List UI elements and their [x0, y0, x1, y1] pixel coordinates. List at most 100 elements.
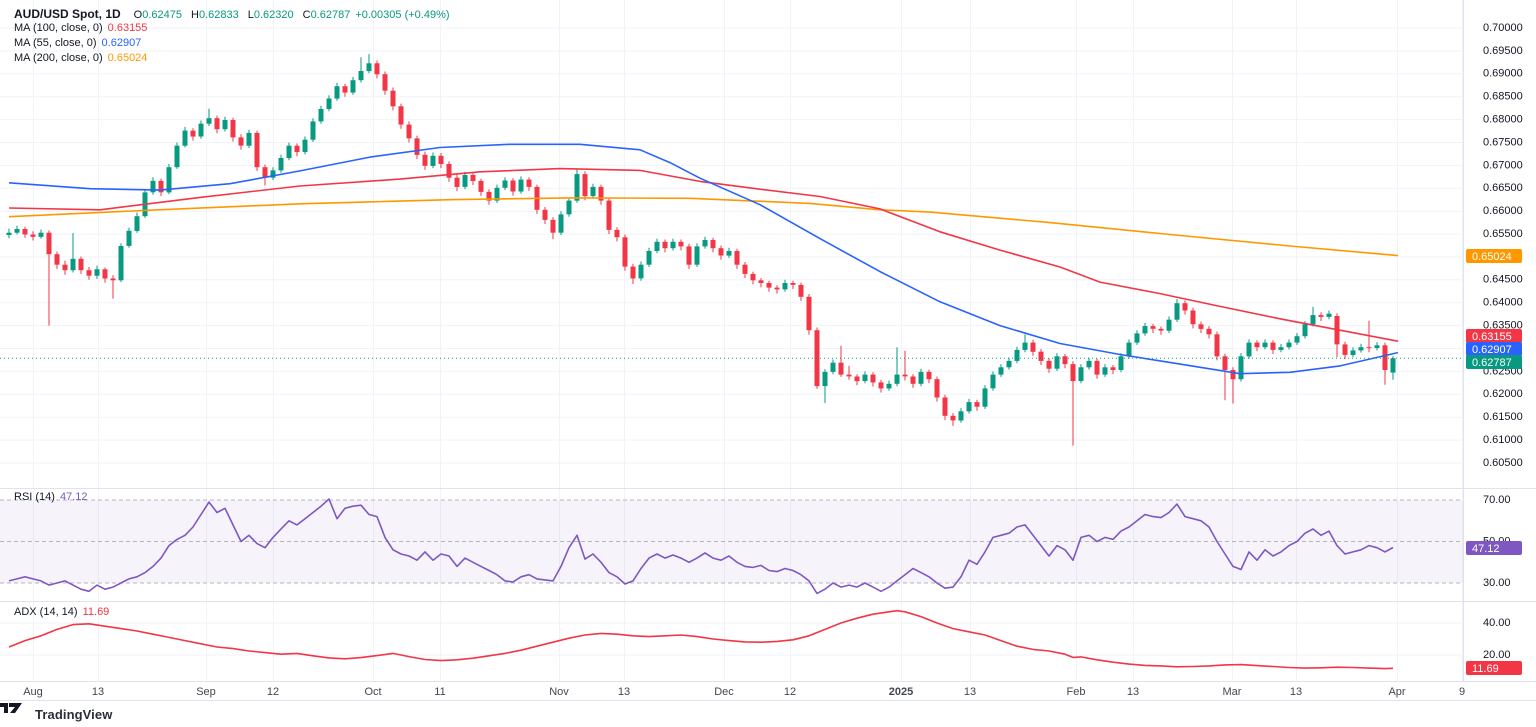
candle[interactable] [1270, 340, 1276, 354]
candle[interactable] [1078, 364, 1084, 384]
candle[interactable] [454, 174, 460, 192]
candle[interactable] [870, 372, 876, 387]
candle[interactable] [694, 243, 700, 267]
candle[interactable] [158, 178, 164, 196]
candle[interactable] [374, 60, 380, 79]
candle[interactable] [1286, 339, 1292, 350]
candle[interactable] [78, 256, 84, 274]
candle[interactable] [1094, 358, 1100, 379]
candle[interactable] [150, 177, 156, 195]
candle[interactable] [942, 394, 948, 420]
candle[interactable] [1070, 361, 1076, 446]
candle[interactable] [1118, 353, 1124, 373]
candle[interactable] [878, 379, 884, 393]
candle[interactable] [358, 57, 364, 83]
candle[interactable] [486, 189, 492, 205]
candle[interactable] [630, 263, 636, 284]
candle[interactable] [1358, 343, 1364, 353]
candle[interactable] [318, 105, 324, 124]
candle[interactable] [662, 239, 668, 253]
candle[interactable] [1086, 357, 1092, 370]
candle[interactable] [214, 115, 220, 134]
candle[interactable] [1382, 342, 1388, 385]
candle[interactable] [62, 260, 68, 275]
candle[interactable] [886, 380, 892, 391]
candle[interactable] [302, 136, 308, 155]
candle[interactable] [46, 230, 52, 326]
candle[interactable] [54, 251, 60, 269]
candle[interactable] [710, 237, 716, 253]
candle[interactable] [1294, 333, 1300, 345]
candle[interactable] [774, 285, 780, 294]
candle[interactable] [390, 87, 396, 111]
candle[interactable] [542, 207, 548, 224]
candle[interactable] [270, 167, 276, 180]
candle[interactable] [470, 172, 476, 186]
candle[interactable] [294, 143, 300, 157]
candle[interactable] [638, 261, 644, 281]
candle[interactable] [478, 178, 484, 196]
candle[interactable] [1030, 339, 1036, 356]
candle[interactable] [30, 231, 36, 241]
candle[interactable] [334, 82, 340, 101]
candle[interactable] [262, 164, 268, 186]
tradingview-brand-text[interactable]: TradingView [35, 706, 113, 722]
candle[interactable] [190, 128, 196, 141]
candle[interactable] [614, 227, 620, 242]
candle[interactable] [1038, 349, 1044, 365]
candle[interactable] [406, 121, 412, 143]
candle[interactable] [414, 135, 420, 159]
candle[interactable] [558, 211, 564, 235]
candle[interactable] [6, 228, 12, 239]
candle[interactable] [526, 177, 532, 191]
candle[interactable] [1110, 365, 1116, 375]
candle[interactable] [182, 126, 188, 148]
candle[interactable] [718, 245, 724, 260]
candle[interactable] [126, 227, 132, 248]
ma-100-line[interactable] [8, 167, 1399, 342]
candle[interactable] [422, 151, 428, 170]
candle[interactable] [366, 54, 372, 74]
candle[interactable] [550, 217, 556, 240]
candle[interactable] [1246, 339, 1252, 359]
candle[interactable] [1374, 342, 1380, 351]
candlestick-layer[interactable] [6, 54, 1396, 446]
candle[interactable] [958, 408, 964, 423]
candle[interactable] [1198, 321, 1204, 334]
candle[interactable] [510, 178, 516, 196]
candle[interactable] [1150, 323, 1156, 333]
candle[interactable] [990, 371, 996, 391]
ma-200-line[interactable] [8, 197, 1399, 257]
candle[interactable] [998, 364, 1004, 377]
candle[interactable] [606, 197, 612, 235]
candle[interactable] [1134, 330, 1140, 345]
candle[interactable] [1342, 341, 1348, 360]
candle[interactable] [950, 413, 956, 426]
candle[interactable] [222, 116, 228, 132]
candle[interactable] [678, 239, 684, 251]
candle[interactable] [1214, 331, 1220, 361]
ma-55-line[interactable] [8, 143, 1399, 375]
candle[interactable] [446, 161, 452, 182]
candle[interactable] [670, 238, 676, 251]
candle[interactable] [854, 374, 860, 386]
candle[interactable] [974, 399, 980, 411]
time-axis[interactable] [0, 681, 1536, 700]
candle[interactable] [518, 176, 524, 194]
candle[interactable] [1278, 343, 1284, 353]
candle[interactable] [1166, 316, 1172, 334]
candle[interactable] [118, 243, 124, 283]
candle[interactable] [1238, 353, 1244, 382]
candle[interactable] [278, 154, 284, 173]
candle[interactable] [838, 345, 844, 377]
candle[interactable] [862, 371, 868, 384]
candle[interactable] [22, 226, 28, 238]
candle[interactable] [686, 243, 692, 269]
candle[interactable] [326, 95, 332, 112]
candle[interactable] [198, 120, 204, 139]
candle[interactable] [1014, 346, 1020, 364]
candle[interactable] [134, 212, 140, 233]
candle[interactable] [286, 142, 292, 161]
candle[interactable] [94, 265, 100, 279]
